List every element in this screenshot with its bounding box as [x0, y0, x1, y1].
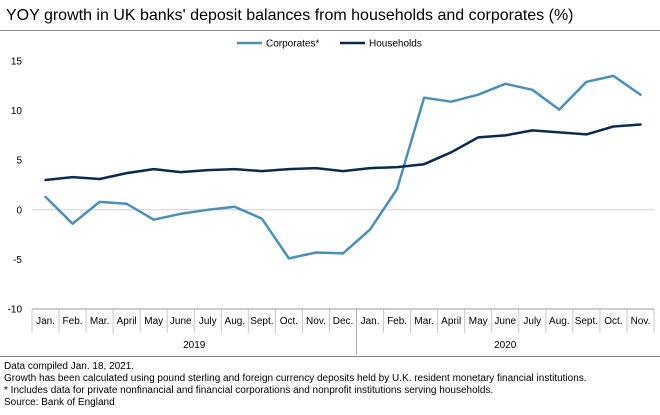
- legend-label: Corporates*: [266, 39, 319, 50]
- chart-title: YOY growth in UK banks' deposit balances…: [6, 7, 574, 24]
- x-tick-label: Oct.: [280, 316, 298, 327]
- x-tick-label: Feb.: [387, 316, 407, 327]
- legend-label: Households: [369, 39, 422, 50]
- y-tick-label: 5: [16, 156, 22, 167]
- y-tick-label: 15: [11, 57, 23, 68]
- x-tick-label: Aug.: [549, 316, 570, 327]
- x-tick-label: Feb.: [63, 316, 83, 327]
- x-tick-label: April: [117, 316, 137, 327]
- x-tick-label: Sept.: [575, 316, 598, 327]
- legend: Corporates* Households: [237, 39, 422, 50]
- x-tick-label: Nov.: [631, 316, 651, 327]
- x-tick-label: July: [199, 316, 217, 327]
- y-tick-label: 0: [16, 205, 22, 216]
- footnotes: Data compiled Jan. 18, 2021. Growth has …: [4, 361, 656, 409]
- x-tick-label: Aug.: [225, 316, 246, 327]
- y-tick-label: -10: [8, 305, 23, 316]
- x-tick-label: Jan.: [36, 316, 55, 327]
- y-tick-label: 10: [11, 106, 23, 117]
- axes: -10 -5 0 5 10 15 Jan. Feb. Mar. April May June July A…: [8, 57, 655, 355]
- x-tick-label: June: [170, 316, 192, 327]
- x-tick-label: June: [494, 316, 516, 327]
- series-lines: [44, 74, 642, 260]
- year-label: 2020: [494, 340, 517, 351]
- title-divider: [0, 30, 660, 31]
- note-date: Data compiled Jan. 18, 2021.: [4, 361, 135, 372]
- x-tick-label: Mar.: [90, 316, 109, 327]
- x-tick-label: Nov.: [306, 316, 326, 327]
- x-tick-label: April: [441, 316, 461, 327]
- x-tick-label: Dec.: [333, 316, 354, 327]
- x-tick-label: May: [144, 316, 163, 327]
- notes-divider: [0, 356, 660, 357]
- x-tick-label: Sept.: [250, 316, 273, 327]
- y-tick-label: -5: [13, 255, 22, 266]
- year-label: 2019: [183, 340, 206, 351]
- x-tick-label: May: [469, 316, 488, 327]
- note-source: Source: Bank of England: [4, 397, 115, 408]
- series-line-households: [44, 123, 642, 182]
- series-line-corporates: [44, 74, 642, 260]
- x-tick-label: July: [523, 316, 541, 327]
- line-chart: Corporates* Households -10 -5 0 5 10 15 Jan. Feb…: [8, 39, 655, 355]
- x-tick-label: Oct.: [604, 316, 622, 327]
- x-tick-label: Mar.: [414, 316, 433, 327]
- note-corporates: * Includes data for private nonfinancial…: [4, 385, 494, 396]
- note-method: Growth has been calculated using pound s…: [4, 373, 587, 384]
- x-tick-label: Jan.: [361, 316, 380, 327]
